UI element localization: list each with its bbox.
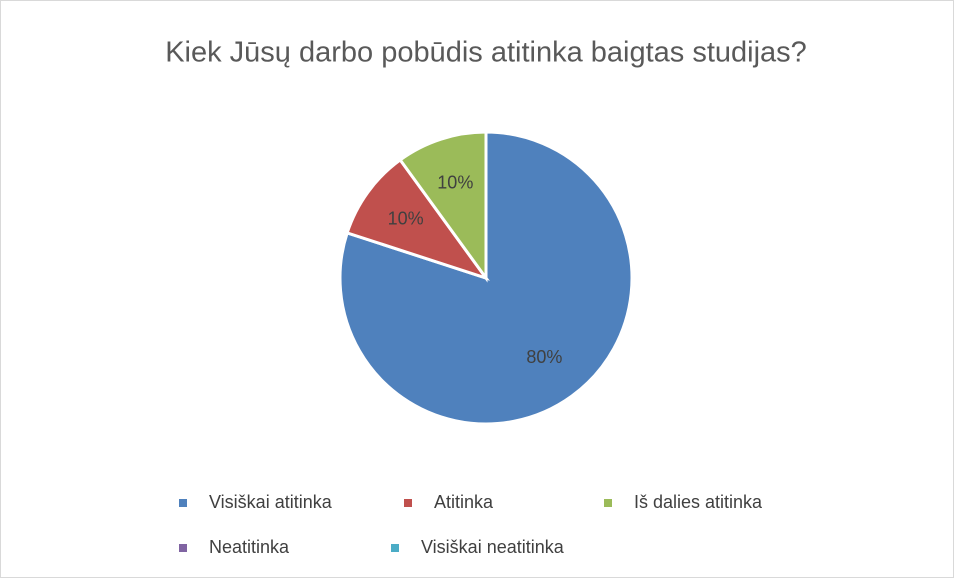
- legend-label: Atitinka: [434, 492, 494, 512]
- legend-marker: [179, 544, 187, 552]
- chart-title: Kiek Jūsų darbo pobūdis atitinka baigtas…: [165, 37, 807, 69]
- legend-label: Visiškai atitinka: [209, 492, 333, 512]
- data-label: 10%: [388, 208, 424, 228]
- legend-marker: [604, 499, 612, 507]
- legend-label: Iš dalies atitinka: [634, 492, 763, 512]
- legend-marker: [404, 499, 412, 507]
- legend-marker: [391, 544, 399, 552]
- data-label: 10%: [437, 172, 473, 192]
- legend-label: Visiškai neatitinka: [421, 537, 565, 557]
- data-label: 80%: [526, 347, 562, 367]
- legend-marker: [179, 499, 187, 507]
- pie-slice: [398, 130, 488, 283]
- pie-slice: [345, 157, 490, 281]
- legend-label: Neatitinka: [209, 537, 290, 557]
